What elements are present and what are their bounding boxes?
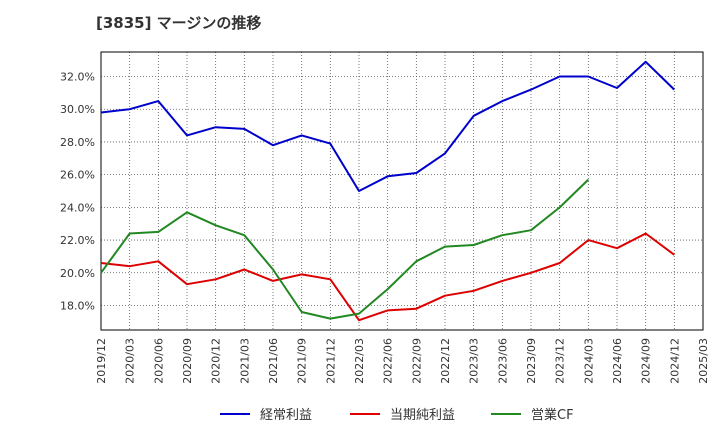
x-tick-label: 2020/03 [124, 338, 137, 384]
y-tick-label: 26.0% [60, 169, 95, 182]
x-tick-label: 2023/03 [468, 338, 481, 384]
series-line-0 [100, 60, 675, 192]
y-tick-label: 32.0% [60, 71, 95, 84]
x-tick-label: 2020/12 [210, 338, 223, 384]
y-tick-label: 20.0% [60, 267, 95, 280]
x-tick-label: 2021/06 [267, 338, 280, 384]
grid-lines [101, 52, 703, 330]
chart-title: [3835] マージンの推移 [96, 14, 262, 32]
x-tick-label: 2023/09 [525, 338, 538, 384]
series-line-2 [100, 178, 589, 320]
legend-label-2: 営業CF [531, 408, 574, 423]
y-tick-label: 30.0% [60, 103, 95, 116]
legend-item-1: 当期純利益 [350, 404, 455, 423]
legend-swatch-0 [220, 412, 250, 415]
legend-swatch-2 [491, 412, 521, 415]
x-tick-label: 2024/09 [640, 338, 653, 384]
x-tick-label: 2019/12 [95, 338, 108, 384]
series-line-1 [100, 232, 675, 322]
x-tick-label: 2020/09 [181, 338, 194, 384]
x-axis-ticks: 2019/12 2020/03 2020/06 2020/09 2020/12 2021/… [95, 338, 710, 384]
legend-item-2: 営業CF [491, 404, 574, 423]
y-tick-label: 28.0% [60, 136, 95, 149]
x-tick-label: 2022/06 [382, 338, 395, 384]
x-tick-label: 2025/03 [697, 338, 710, 384]
x-tick-label: 2021/09 [296, 338, 309, 384]
y-tick-label: 24.0% [60, 201, 95, 214]
legend-label-1: 当期純利益 [390, 408, 456, 423]
y-axis-ticks: 18.0% 20.0% 22.0% 24.0% 26.0% 28.0% 30.0% 32.0% [60, 71, 95, 313]
legend-swatch-1 [350, 412, 380, 415]
x-tick-label: 2022/03 [353, 338, 366, 384]
x-tick-label: 2022/12 [439, 338, 452, 384]
legend-label-0: 経常利益 [260, 408, 313, 423]
x-tick-label: 2021/03 [238, 338, 251, 384]
x-tick-label: 2021/12 [324, 338, 337, 384]
x-tick-label: 2020/06 [152, 338, 165, 384]
x-tick-label: 2024/06 [611, 338, 624, 384]
x-tick-label: 2023/12 [554, 338, 567, 384]
y-tick-label: 18.0% [60, 299, 95, 312]
x-tick-label: 2024/12 [668, 338, 681, 384]
x-tick-label: 2022/09 [410, 338, 423, 384]
plot-frame [100, 51, 704, 331]
series-lines [100, 60, 675, 322]
x-tick-label: 2024/03 [582, 338, 595, 384]
x-tick-label: 2023/06 [496, 338, 509, 384]
y-tick-label: 22.0% [60, 234, 95, 247]
legend-item-0: 経常利益 [220, 404, 312, 423]
